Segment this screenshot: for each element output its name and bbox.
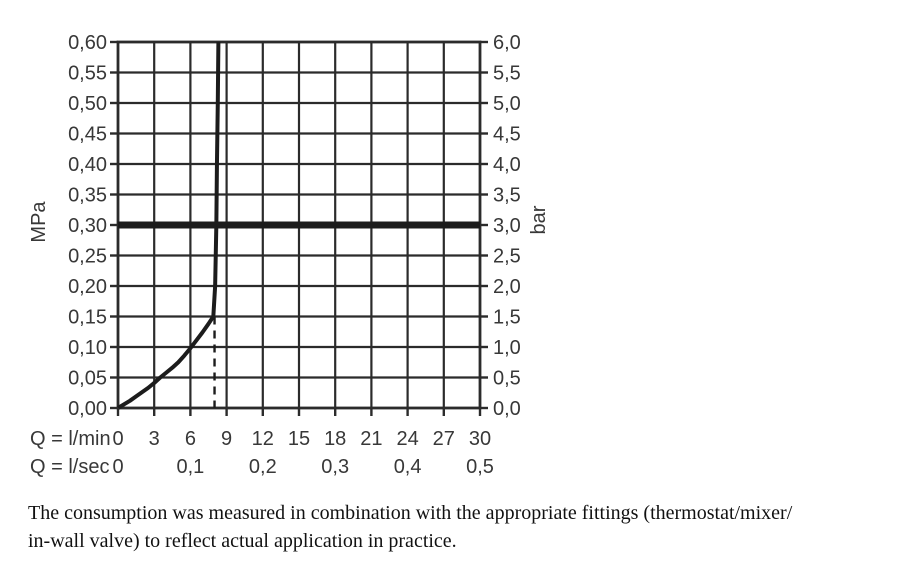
y-left-tick-label: 0,25 xyxy=(68,246,107,268)
y-left-tick-label: 0,00 xyxy=(68,398,107,420)
x-lsec-tick-label: 0,2 xyxy=(249,456,277,478)
x-axis-lmin-label: Q = l/min xyxy=(30,428,111,450)
x-lmin-tick-label: 27 xyxy=(433,428,455,450)
y-right-tick-label: 5,5 xyxy=(493,63,521,85)
x-lmin-tick-label: 18 xyxy=(324,428,346,450)
x-lmin-tick-label: 15 xyxy=(288,428,310,450)
caption-line-1: The consumption was measured in combinat… xyxy=(28,502,793,524)
y-right-tick-label: 4,0 xyxy=(493,154,521,176)
y-left-tick-label: 0,45 xyxy=(68,124,107,146)
x-lsec-tick-label: 0 xyxy=(112,456,123,478)
y-right-tick-label: 2,0 xyxy=(493,276,521,298)
y-left-tick-label: 0,15 xyxy=(68,307,107,329)
x-lmin-tick-label: 12 xyxy=(252,428,274,450)
x-lsec-tick-label: 0,1 xyxy=(176,456,204,478)
y-right-tick-label: 0,5 xyxy=(493,368,521,390)
y-right-tick-label: 3,0 xyxy=(493,215,521,237)
y-left-tick-label: 0,20 xyxy=(68,276,107,298)
y-left-tick-label: 0,55 xyxy=(68,63,107,85)
y-right-tick-label: 2,5 xyxy=(493,246,521,268)
bar-unit-label: bar xyxy=(528,205,550,234)
flow-chart-svg: 0,00 0,00,05 0,50,10 1,00,15 1,50,20 2,00,25 2… xyxy=(28,32,550,478)
caption-line-2: in-wall valve) to reflect actual applica… xyxy=(28,530,457,552)
x-lmin-tick-label: 6 xyxy=(185,428,196,450)
mpa-unit-label: MPa xyxy=(28,201,50,243)
x-lsec-tick-label: 0,3 xyxy=(321,456,349,478)
y-right-tick-label: 5,0 xyxy=(493,93,521,115)
y-left-tick-label: 0,40 xyxy=(68,154,107,176)
y-left-tick-label: 0,30 xyxy=(68,215,107,237)
x-lmin-tick-label: 24 xyxy=(396,428,418,450)
caption: The consumption was measured in combinat… xyxy=(28,499,893,555)
x-lmin-tick-label: 9 xyxy=(221,428,232,450)
y-right-tick-label: 1,5 xyxy=(493,307,521,329)
y-right-tick-label: 4,5 xyxy=(493,124,521,146)
y-left-tick-label: 0,50 xyxy=(68,93,107,115)
x-lmin-tick-label: 0 xyxy=(112,428,123,450)
flow-diagram-chart: 0,00 0,0 0,05 0,5 0,10 1,0 0,15 1,5 0,20 2,0 0,25 2… xyxy=(28,32,550,478)
x-lsec-tick-label: 0,4 xyxy=(394,456,422,478)
y-left-tick-label: 0,05 xyxy=(68,368,107,390)
x-lsec-tick-label: 0,5 xyxy=(466,456,494,478)
y-right-tick-label: 1,0 xyxy=(493,337,521,359)
x-axis-lsec-label: Q = l/sec xyxy=(30,456,109,478)
x-lmin-tick-label: 21 xyxy=(360,428,382,450)
flow-curve xyxy=(116,41,221,410)
y-right-tick-label: 3,5 xyxy=(493,185,521,207)
y-right-tick-label: 6,0 xyxy=(493,32,521,54)
y-left-tick-label: 0,35 xyxy=(68,185,107,207)
x-lmin-tick-label: 30 xyxy=(469,428,491,450)
x-lmin-tick-label: 3 xyxy=(149,428,160,450)
y-left-tick-label: 0,10 xyxy=(68,337,107,359)
y-left-tick-label: 0,60 xyxy=(68,32,107,54)
y-right-tick-label: 0,0 xyxy=(493,398,521,420)
